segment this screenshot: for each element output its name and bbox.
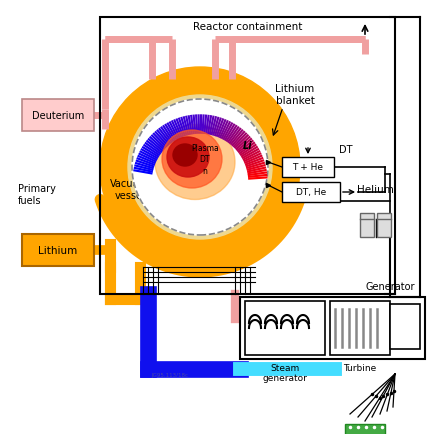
Bar <box>344 424 384 434</box>
Text: Li: Li <box>243 141 252 151</box>
Ellipse shape <box>173 145 197 167</box>
Text: Steam
generator: Steam generator <box>262 363 307 382</box>
Text: DT, He: DT, He <box>295 188 326 197</box>
Bar <box>376 214 390 237</box>
Bar <box>100 18 394 294</box>
Bar <box>240 297 424 359</box>
Text: Lithium
blanket: Lithium blanket <box>275 84 314 105</box>
Text: Deuterium: Deuterium <box>32 111 84 121</box>
Bar <box>329 301 389 355</box>
Text: Reactor containment: Reactor containment <box>192 22 302 32</box>
Circle shape <box>128 96 271 240</box>
Text: JG95.113/18c: JG95.113/18c <box>151 372 188 377</box>
Text: Turbine: Turbine <box>342 363 376 372</box>
Text: T + He: T + He <box>292 163 323 172</box>
Bar <box>281 183 339 203</box>
Text: Plasma
DT
n: Plasma DT n <box>191 144 218 175</box>
Circle shape <box>100 68 299 267</box>
Bar <box>244 301 324 355</box>
Ellipse shape <box>155 125 234 200</box>
Circle shape <box>132 100 267 236</box>
Text: Vacuum
vessel: Vacuum vessel <box>110 178 149 201</box>
Text: Helium: Helium <box>356 184 392 194</box>
Bar <box>22 234 94 266</box>
Text: Primary
fuels: Primary fuels <box>18 184 56 206</box>
Ellipse shape <box>167 138 208 178</box>
Bar <box>22 100 94 132</box>
Bar <box>281 158 333 178</box>
Bar <box>359 214 373 237</box>
Text: Lithium: Lithium <box>38 246 77 256</box>
Ellipse shape <box>161 131 221 188</box>
Bar <box>389 304 419 349</box>
Text: DT: DT <box>338 145 352 155</box>
Text: Generator: Generator <box>365 281 414 291</box>
